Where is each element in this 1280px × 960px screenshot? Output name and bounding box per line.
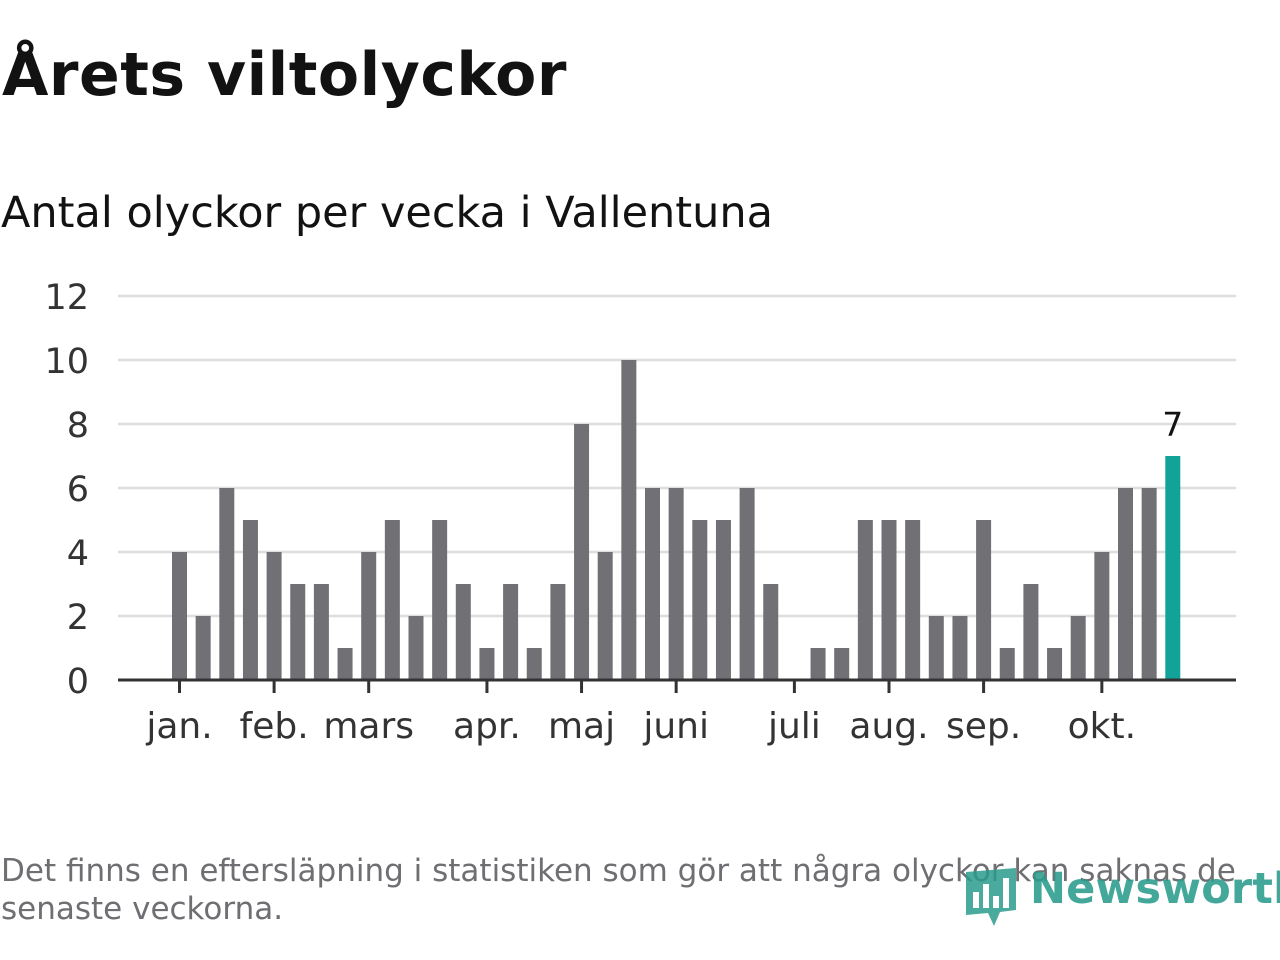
bar-week-25 [739, 488, 755, 680]
bar-week-30 [857, 520, 873, 680]
bar-week-21 [645, 488, 660, 680]
bar-week-19 [597, 552, 613, 680]
bar-week-34 [952, 616, 968, 680]
newsworthy-logo-icon [966, 868, 1016, 926]
bar-week-3 [219, 488, 235, 680]
y-axis-ticks: 0 2 4 6 8 10 12 [44, 278, 89, 702]
bar-week-14 [479, 648, 495, 680]
x-tick-label-maj: maj [548, 706, 615, 747]
data-label-week-43: 7 [1162, 405, 1183, 444]
bar-week-26 [763, 584, 779, 680]
x-tick-label-juni: juni [642, 706, 709, 747]
x-tick-label-mars: mars [323, 706, 414, 747]
x-tick-label-aug.: aug. [849, 706, 928, 747]
bar-week-43 [1165, 456, 1181, 680]
x-axis-ticks: jan. feb. mars apr. maj juni juli aug. sep. okt. [145, 680, 1136, 747]
bar-week-8 [337, 648, 353, 680]
bar-week-22 [668, 488, 684, 680]
bar-week-28 [810, 648, 826, 680]
bar-week-17 [550, 584, 566, 680]
y-tick-label-8: 8 [67, 406, 89, 446]
bar-chart: 0 2 4 6 8 10 12 jan. feb. mars apr. maj juni juli aug… [44, 278, 1236, 747]
bar-week-29 [834, 648, 850, 680]
chart-title: Årets viltolyckor [2, 40, 567, 110]
bar-week-41 [1118, 488, 1133, 680]
bar-week-24 [715, 520, 731, 680]
newsworthy-logo-text: Newsworthy [1030, 864, 1280, 914]
bar-week-7 [313, 584, 329, 680]
y-tick-label-6: 6 [67, 470, 89, 510]
bar-week-18 [574, 424, 590, 680]
bars [172, 360, 1181, 680]
x-tick-label-okt.: okt. [1068, 706, 1136, 747]
data-labels: 7 [1162, 405, 1183, 444]
bar-week-36 [999, 648, 1015, 680]
y-tick-label-4: 4 [67, 534, 89, 574]
footnote: Det finns en eftersläpning i statistiken… [1, 853, 1236, 927]
bar-week-2 [195, 616, 211, 680]
x-tick-label-sep.: sep. [946, 706, 1021, 747]
bar-week-20 [621, 360, 637, 680]
x-tick-label-apr.: apr. [453, 706, 521, 747]
bar-week-42 [1141, 488, 1157, 680]
bar-week-15 [503, 584, 519, 680]
bar-week-1 [172, 552, 187, 680]
bar-week-13 [455, 584, 471, 680]
newsworthy-logo: Newsworthy [964, 862, 1280, 928]
bar-week-12 [432, 520, 448, 680]
y-tick-label-12: 12 [44, 278, 89, 318]
bar-week-23 [692, 520, 708, 680]
chart-subtitle: Antal olyckor per vecka i Vallentuna [1, 188, 774, 238]
y-tick-label-2: 2 [67, 598, 89, 638]
x-tick-label-jan.: jan. [145, 706, 212, 747]
bar-week-37 [1023, 584, 1039, 680]
x-tick-label-feb.: feb. [240, 706, 309, 747]
x-tick-label-juli: juli [767, 706, 821, 747]
bar-week-35 [976, 520, 992, 680]
bar-week-9 [361, 552, 377, 680]
bar-week-40 [1094, 552, 1110, 680]
bar-week-33 [928, 616, 944, 680]
bar-week-38 [1047, 648, 1063, 680]
y-tick-label-10: 10 [44, 342, 89, 382]
bar-week-16 [526, 648, 542, 680]
bar-week-10 [384, 520, 400, 680]
y-tick-label-0: 0 [67, 662, 89, 702]
bar-week-5 [266, 552, 282, 680]
bar-week-32 [905, 520, 921, 680]
bar-week-31 [881, 520, 897, 680]
bar-week-4 [242, 520, 258, 680]
bar-week-6 [290, 584, 306, 680]
bar-week-39 [1070, 616, 1086, 680]
bar-week-11 [408, 616, 424, 680]
